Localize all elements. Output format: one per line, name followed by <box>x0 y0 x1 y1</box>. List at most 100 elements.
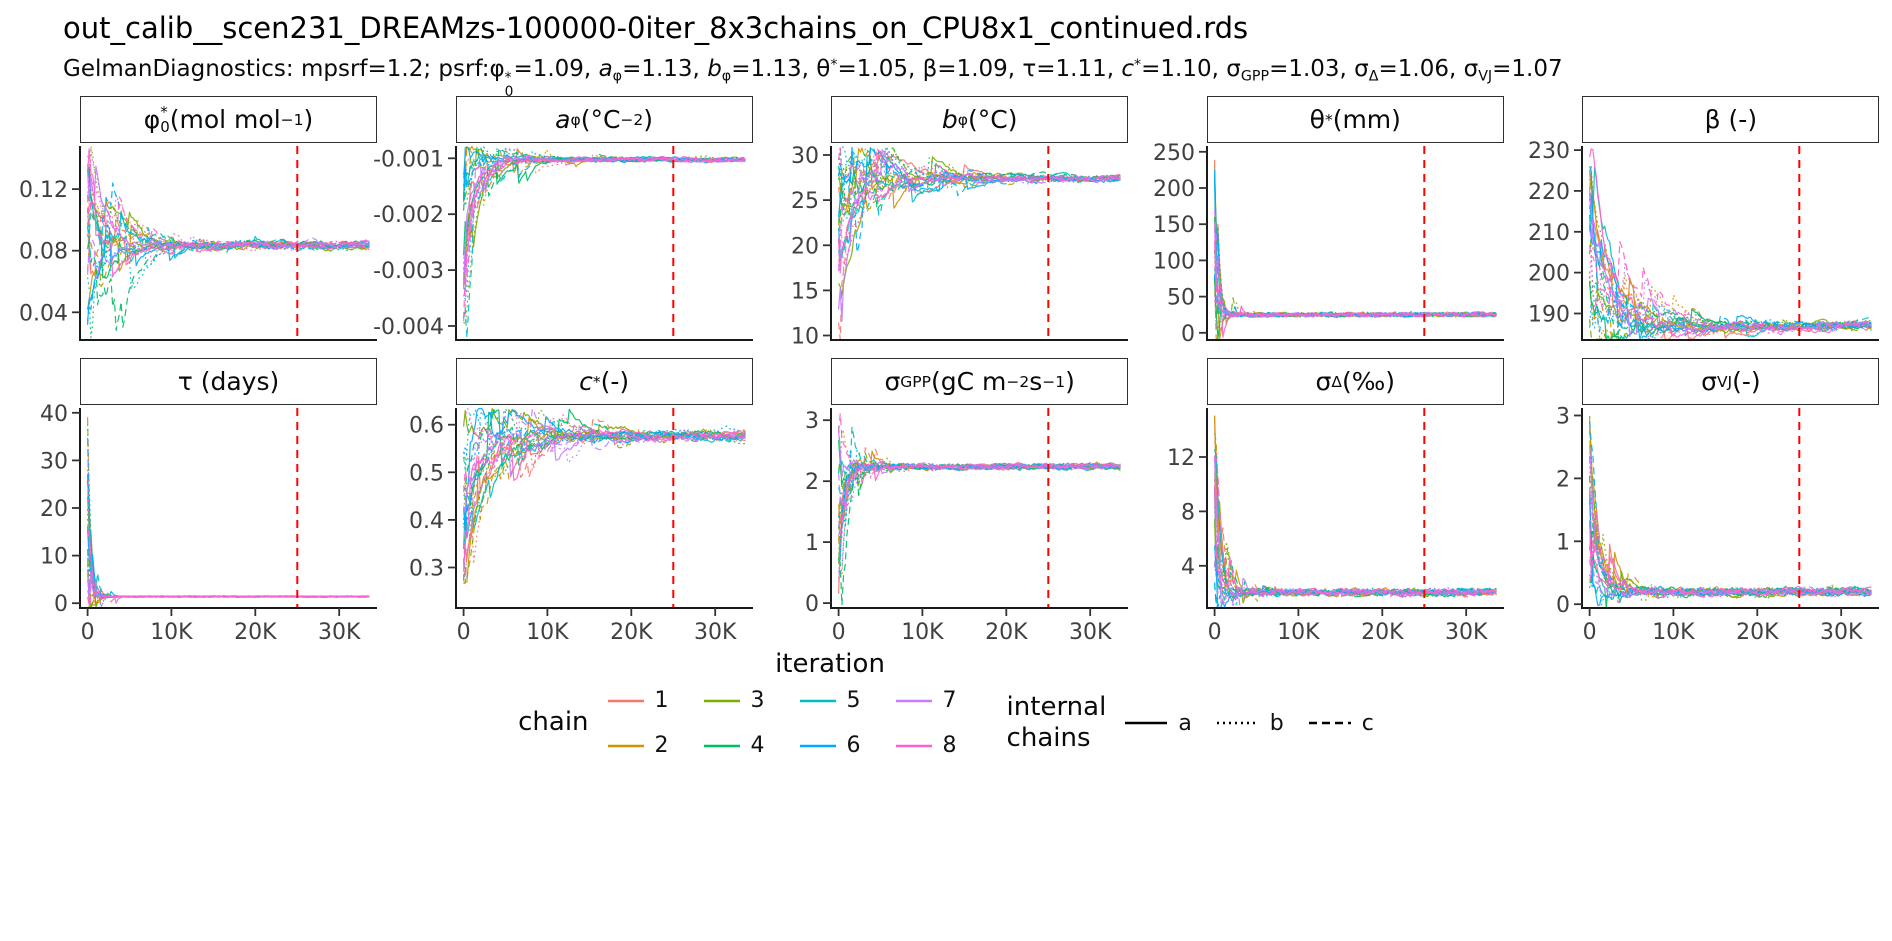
y-tick-label: 2 <box>805 470 819 495</box>
trace-chain4-b <box>1589 275 1872 332</box>
trace-chain7-b <box>1213 475 1497 597</box>
trace-chain5-b <box>462 147 746 264</box>
trace-chain4-b <box>462 146 746 207</box>
trace-chain7-a <box>1589 192 1873 338</box>
trace-chain2-a <box>462 417 746 584</box>
trace-chain8-c <box>1213 259 1497 318</box>
legend-chain-entry-3: 3 <box>703 688 765 713</box>
x-tick-label: 20K <box>1736 620 1779 645</box>
trace-chain1-c <box>462 154 746 280</box>
x-tick-label: 10K <box>901 620 944 645</box>
trace-chain3-c <box>1589 456 1872 599</box>
y-tick-label: 0.08 <box>19 240 68 265</box>
trace-chain4-b <box>1213 175 1497 318</box>
trace-chain8-a <box>838 461 1121 527</box>
trace-chain6-b <box>462 150 746 301</box>
trace-chain7-b <box>1589 499 1873 598</box>
trace-chain6-b <box>87 554 370 599</box>
trace-chain3-b <box>1213 480 1497 603</box>
trace-chain6-b <box>462 410 746 463</box>
trace-chain2-c <box>1213 432 1497 598</box>
legend-internal-entry-a: a <box>1124 710 1192 736</box>
trace-chain7-a <box>87 571 370 604</box>
facet-plot-a_phi: -0.001 -0.002 -0.003 -0.004 <box>373 145 753 341</box>
legend-internal-label: b <box>1269 710 1284 736</box>
trace-chain2-b <box>462 429 746 525</box>
legend-internal-entry-c: c <box>1308 711 1374 736</box>
trace-chain7-a <box>838 430 1121 478</box>
facet-strip-c_star: c * (-) <box>455 358 753 405</box>
trace-chain3-b <box>838 457 1122 560</box>
y-tick-label: 40 <box>40 402 68 427</box>
trace-chain8-c <box>838 147 1121 189</box>
trace-chain8-b <box>462 157 746 322</box>
legend-chain-label: 3 <box>750 688 765 713</box>
legend-chain-entry-8: 8 <box>895 733 957 758</box>
trace-chain8-b <box>87 170 370 263</box>
trace-chain8-b <box>838 155 1121 271</box>
trace-chain3-b <box>87 508 370 607</box>
legend-chain-label: 5 <box>846 688 861 713</box>
traces <box>1589 148 1873 341</box>
chain-6-line-sample <box>799 744 836 747</box>
trace-chain6-b <box>1213 172 1497 318</box>
trace-chain8-c <box>1589 514 1873 599</box>
traces <box>838 413 1122 606</box>
axis-lines <box>1581 146 1880 341</box>
trace-chain4-c <box>838 463 1121 606</box>
trace-chain2-c <box>1589 428 1873 597</box>
trace-chain1-a <box>1213 159 1497 318</box>
legend-chain-entry-4: 4 <box>703 733 765 758</box>
trace-chain7-a <box>1589 444 1872 597</box>
facet-phi0: φ * 0 (mol mol −1) 0.04 0.08 0.12 <box>8 96 383 344</box>
trace-chain4-a <box>87 475 370 599</box>
trace-chain3-a <box>1213 174 1497 325</box>
trace-chain6-c <box>87 437 370 598</box>
trace-chain7-a <box>1213 225 1497 318</box>
trace-chain8-a <box>87 529 370 600</box>
trace-chain1-c <box>87 557 370 608</box>
legend-chain-entry-2: 2 <box>607 733 669 758</box>
chain-3-line-sample <box>703 699 740 702</box>
trace-chain1-c <box>1589 456 1873 598</box>
trace-chain8-a <box>1213 486 1497 598</box>
x-tick-label: 0 <box>81 620 95 645</box>
trace-chain8-a <box>1589 520 1873 598</box>
y-tick-label: -0.004 <box>373 315 444 340</box>
sub-sup-stack: * 0 <box>160 102 170 136</box>
trace-chain4-c <box>87 479 370 598</box>
facet-beta: β (-) 190 200 210 220 230 <box>1510 96 1885 344</box>
trace-chain7-b <box>838 149 1121 261</box>
x-tick-label: 20K <box>610 620 653 645</box>
axis-lines <box>454 146 753 341</box>
y-tick-label: 0.6 <box>409 414 444 439</box>
trace-chain7-c <box>462 155 746 285</box>
chain-4-line-sample <box>703 744 740 747</box>
traces <box>87 146 370 339</box>
trace-chain6-a <box>87 526 370 598</box>
trace-chain8-a <box>838 170 1121 274</box>
trace-chain5-b <box>1589 190 1872 332</box>
chain-legend-title: chain <box>518 707 589 738</box>
trace-chain2-c <box>462 145 746 203</box>
trace-chain8-c <box>87 579 370 607</box>
x-axis-label: iteration <box>775 649 885 679</box>
facet-sigma_gpp: σ GPP (gC m −2 s −1) 0 1 2 3 0 10K 20K 30K <box>759 358 1134 645</box>
trace-chain1-a <box>87 580 370 608</box>
traces <box>462 145 746 339</box>
y-tick-label: -0.002 <box>373 203 444 228</box>
trace-chain1-b <box>87 469 370 599</box>
axis-lines <box>1581 408 1880 609</box>
trace-chain4-b <box>87 518 370 599</box>
facet-grid: φ * 0 (mol mol −1) 0.04 0.08 0.12 a φ (°C −2) -0.0… <box>8 96 1886 645</box>
trace-chain3-b <box>1589 416 1872 601</box>
legend-chain-label: 8 <box>942 733 957 758</box>
x-tick-label: 10K <box>150 620 193 645</box>
trace-chain5-b <box>462 409 746 475</box>
legend-internal-label: a <box>1178 710 1192 736</box>
legend-chain-label: 6 <box>846 733 861 758</box>
trace-chain8-c <box>87 194 370 251</box>
